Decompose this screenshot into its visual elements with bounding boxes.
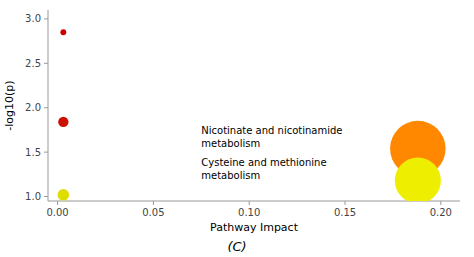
x-axis-label: Pathway Impact xyxy=(210,221,299,234)
y-tick-label: 1.5 xyxy=(25,147,41,158)
chart: 0.00 0.05 0.10 0.15 0.20 1.0 1.5 2.0 2.5 3.0 Nicot… xyxy=(0,0,474,257)
y-tick-label: 1.0 xyxy=(25,191,41,202)
bubble xyxy=(58,189,70,201)
bubble xyxy=(60,29,66,35)
y-tick xyxy=(44,18,48,19)
y-tick xyxy=(44,107,48,108)
bubble xyxy=(395,158,441,201)
x-tick xyxy=(440,201,441,205)
x-tick-label: 0.05 xyxy=(142,207,164,218)
x-tick xyxy=(153,201,154,205)
bubble xyxy=(58,117,68,127)
y-axis-label: -log10(p) xyxy=(3,80,16,130)
y-tick-label: 3.0 xyxy=(25,13,41,24)
x-axis-line xyxy=(48,201,460,202)
y-tick xyxy=(44,63,48,64)
x-tick xyxy=(57,201,58,205)
points xyxy=(58,29,446,201)
title: (C) xyxy=(227,239,246,254)
annotation: Nicotinate and nicotinamidemetabolism xyxy=(201,125,342,149)
y-tick-label: 2.0 xyxy=(25,102,41,113)
x-tick-label: 0.20 xyxy=(430,207,452,218)
chart-container: 0.00 0.05 0.10 0.15 0.20 1.0 1.5 2.0 2.5 3.0 Nicot… xyxy=(0,0,474,257)
y-tick xyxy=(44,196,48,197)
y-tick xyxy=(44,152,48,153)
x-tick xyxy=(249,201,250,205)
y-axis-line xyxy=(48,10,49,201)
x-tick-label: 0.15 xyxy=(334,207,356,218)
y-tick-label: 2.5 xyxy=(25,58,41,69)
x-tick-label: 0.10 xyxy=(238,207,260,218)
x-tick-label: 0.00 xyxy=(46,207,68,218)
annotation: Cysteine and methioninemetabolism xyxy=(201,157,326,181)
x-tick xyxy=(345,201,346,205)
